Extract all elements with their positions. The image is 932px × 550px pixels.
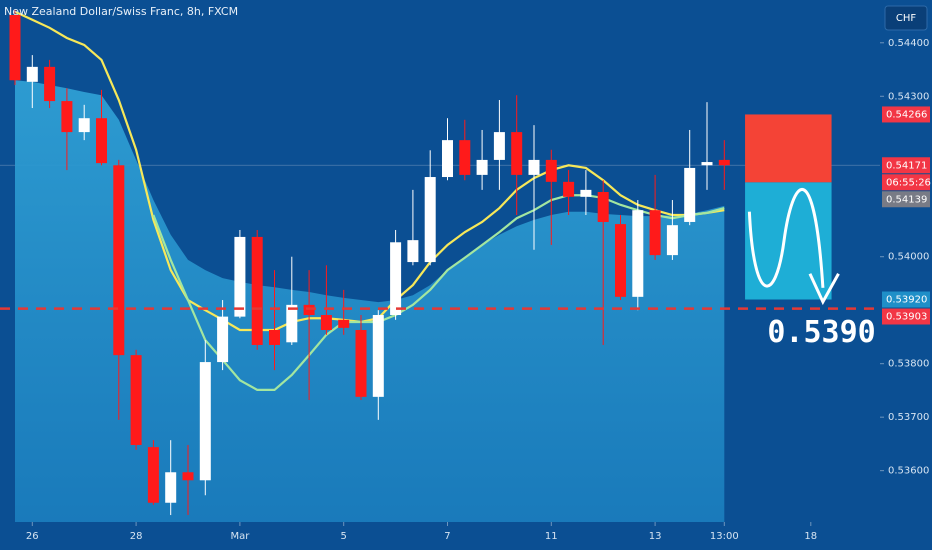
candle-body (303, 304, 315, 316)
candle-body (580, 189, 592, 197)
candle-body (286, 304, 298, 343)
candle-body (390, 242, 402, 316)
candle-body (78, 118, 90, 133)
moving-average-line (14, 10, 725, 332)
stop-zone (745, 114, 832, 183)
candle-body (147, 447, 159, 503)
candle-body (459, 140, 471, 175)
y-tick-label: 0.53700 (888, 412, 929, 423)
candle-body (614, 224, 626, 297)
candle-body (61, 101, 73, 133)
x-tick-label: 18 (804, 531, 817, 542)
candle-body (666, 225, 678, 256)
candle-body (718, 159, 730, 166)
area (14, 80, 725, 523)
price-marker-label: 0.53903 (886, 312, 927, 323)
price-marker (882, 157, 930, 174)
wave-arrow (747, 188, 825, 288)
candle-body (251, 236, 263, 345)
price-marker-label: 0.53920 (886, 295, 927, 306)
candle-body (165, 472, 177, 503)
price-annotation: 0.5390 (767, 315, 875, 350)
x-tick-label: 13 (649, 531, 662, 542)
currency-button-label[interactable]: CHF (896, 13, 917, 24)
candle-body (217, 316, 229, 363)
price-marker-label: 0.54171 (886, 160, 927, 171)
x-tick-label: 28 (130, 531, 143, 542)
price-marker (882, 291, 930, 308)
candle-body (130, 355, 142, 445)
x-tick-label: 13:00 (710, 531, 739, 542)
candle-body (44, 66, 56, 102)
candle-body (424, 177, 436, 263)
wave-arrow-head (808, 273, 840, 306)
price-marker-label: 0.54139 (886, 194, 927, 205)
countdown-marker (882, 174, 930, 191)
x-tick-label: 5 (341, 531, 347, 542)
price-marker (882, 308, 930, 325)
candle-body (372, 315, 384, 397)
price-axis (880, 0, 932, 550)
x-tick-label: Mar (230, 531, 250, 542)
y-tick-label: 0.54000 (888, 252, 929, 263)
candle-body (407, 240, 419, 263)
candle-body (320, 315, 332, 330)
candle-body (338, 319, 350, 328)
y-tick-label: 0.54400 (888, 38, 929, 49)
time-axis (0, 522, 880, 550)
currency-button[interactable] (884, 5, 928, 31)
price-marker (882, 191, 930, 208)
candle-body (649, 210, 661, 256)
candle-body (684, 167, 696, 222)
candle-body (476, 159, 488, 175)
x-tick-label: 11 (545, 531, 558, 542)
y-tick-label: 0.54300 (888, 91, 929, 102)
price-marker-label: 0.54266 (886, 109, 927, 120)
candle-body (355, 329, 367, 397)
moving-average-line (152, 194, 725, 391)
candle-body (563, 181, 575, 197)
candle-body (441, 140, 453, 178)
candle-body (511, 132, 523, 175)
price-marker (882, 106, 930, 123)
candle-body (199, 362, 211, 481)
candle-body (113, 165, 125, 356)
candle-body (95, 118, 107, 164)
candle-body (493, 132, 505, 160)
y-tick-label: 0.53800 (888, 359, 929, 370)
x-tick-label: 7 (444, 531, 450, 542)
countdown-label: 06:55:26 (886, 177, 931, 188)
candle-body (545, 159, 557, 182)
candle-body (632, 210, 644, 297)
candle-body (9, 14, 21, 81)
candle-body (182, 472, 194, 481)
candle-body (597, 192, 609, 222)
candle-body (528, 159, 540, 175)
candle-body (268, 329, 280, 345)
chart-title: New Zealand Dollar/Swiss Franc, 8h, FXCM (4, 5, 238, 18)
y-tick-label: 0.53600 (888, 466, 929, 477)
plot-area: 0.5390 (0, 10, 880, 523)
x-tick-label: 26 (26, 531, 39, 542)
candle-body (701, 162, 713, 166)
candle-body (26, 66, 38, 82)
candle-body (234, 236, 246, 317)
